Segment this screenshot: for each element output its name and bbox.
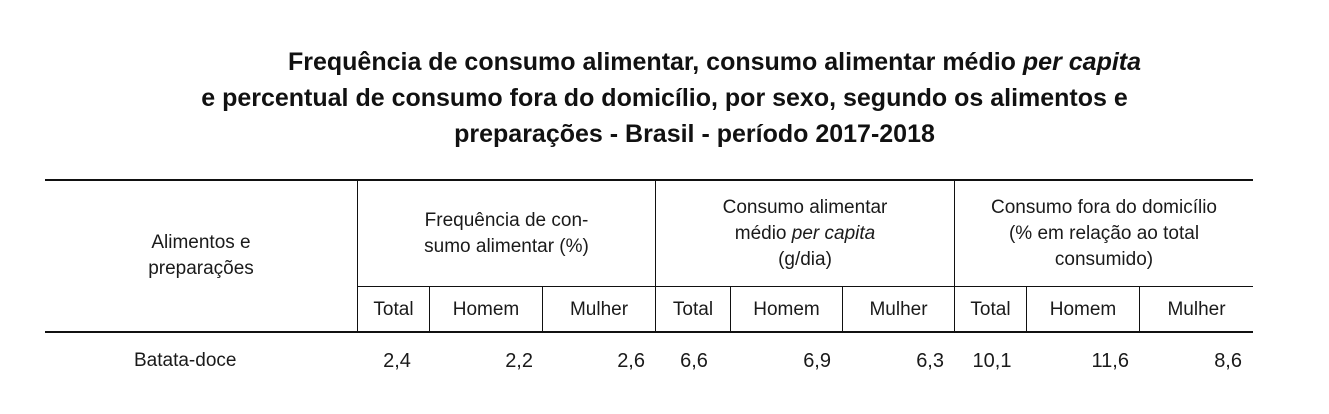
group-header-line: sumo alimentar (%) <box>424 235 589 257</box>
header-bottom-rule <box>45 331 1253 333</box>
table-cell: 6,9 <box>803 350 831 372</box>
col-sep <box>1139 287 1140 332</box>
table-cell: 2,6 <box>617 350 645 372</box>
title-line-1: Frequência de consumo alimentar, consumo… <box>287 48 1142 76</box>
table-cell: 6,6 <box>680 350 708 372</box>
col-sep <box>542 287 543 332</box>
col-sep <box>954 180 955 332</box>
subheader-homem: Homem <box>753 298 820 320</box>
col-sep <box>730 287 731 332</box>
title-line-3: preparações - Brasil - período 2017-2018 <box>454 120 935 148</box>
row-header: Alimentos e preparações <box>45 181 357 331</box>
group-header-line: Consumo fora do domicílio <box>991 196 1217 218</box>
subheader-homem: Homem <box>452 298 520 320</box>
row-header-line: Alimentos e <box>151 232 251 253</box>
table-cell: 6,3 <box>916 350 944 372</box>
table-cell: 10,1 <box>972 350 1012 372</box>
group-header-line: Frequência de con- <box>424 209 589 231</box>
group-header-line: (% em relação ao total <box>1008 222 1200 244</box>
subheader-total: Total <box>970 298 1011 320</box>
group-header-line: consumido) <box>1054 248 1154 270</box>
subheader-rule <box>357 286 1253 287</box>
subheader-mulher: Mulher <box>869 298 928 320</box>
col-sep <box>357 180 358 332</box>
col-sep <box>842 287 843 332</box>
subheader-homem: Homem <box>1049 298 1117 320</box>
subheader-mulher: Mulher <box>1167 298 1226 320</box>
subheader-total: Total <box>672 298 714 320</box>
table-title: Frequência de consumo alimentar, consumo… <box>0 44 1329 152</box>
col-sep <box>1026 287 1027 332</box>
row-header-line: preparações <box>148 258 254 279</box>
table-cell: 8,6 <box>1214 350 1242 372</box>
subheader-total: Total <box>373 298 414 320</box>
group-header-consumption: Consumo alimentar médio per capita (g/di… <box>656 181 954 286</box>
col-sep <box>655 180 656 332</box>
row-label: Batata-doce <box>134 350 237 371</box>
table-top-rule <box>45 179 1253 181</box>
group-header-line: Consumo alimentar <box>722 196 888 218</box>
group-header-line: (g/dia) <box>778 248 832 270</box>
group-header-line: médio per capita <box>734 222 876 244</box>
table-cell: 11,6 <box>1091 350 1129 372</box>
title-line-2: e percentual de consumo fora do domicíli… <box>201 84 1128 112</box>
table-cell: 2,4 <box>383 350 411 372</box>
group-header-frequency: Frequência de con- sumo alimentar (%) <box>358 181 655 286</box>
subheader-mulher: Mulher <box>569 298 629 320</box>
table-cell: 2,2 <box>505 350 533 372</box>
col-sep <box>429 287 430 332</box>
group-header-outside-home: Consumo fora do domicílio (% em relação … <box>955 181 1253 286</box>
